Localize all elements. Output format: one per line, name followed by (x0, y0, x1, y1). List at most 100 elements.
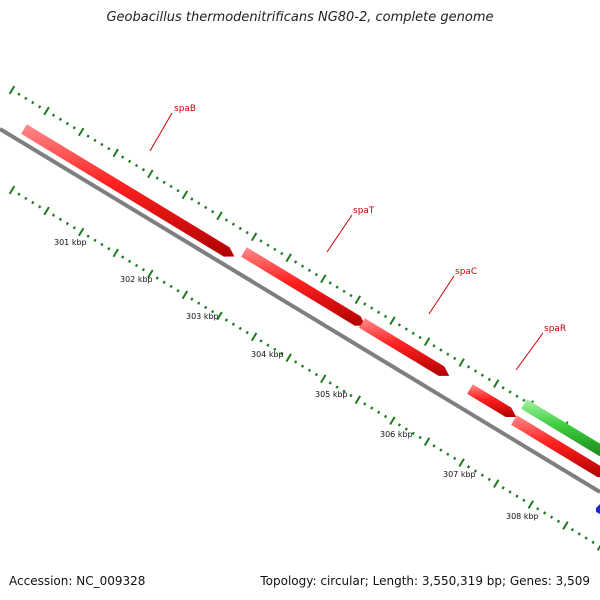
tick-mark-upper (77, 127, 85, 137)
tick-mark-lower (285, 353, 292, 363)
tick-mark-upper (72, 126, 76, 130)
tick-mark-lower (549, 515, 554, 519)
leader-line-spat (326, 214, 353, 253)
tick-mark-lower (72, 226, 76, 230)
tick-mark-lower (107, 247, 111, 251)
tick-mark-lower (31, 200, 35, 205)
tick-mark-lower (77, 227, 85, 237)
tick-mark-upper (363, 302, 367, 306)
tick-mark-lower (273, 347, 277, 352)
tick-mark-lower (501, 486, 505, 490)
tick-mark-lower (320, 374, 327, 384)
tick-mark-upper (210, 209, 215, 214)
tick-mark-lower (58, 217, 63, 222)
tick-mark-lower (134, 263, 139, 268)
tick-mark-lower (147, 269, 154, 279)
genome-backbone (0, 127, 600, 494)
tick-mark-upper (418, 335, 422, 340)
tick-mark-lower (204, 305, 208, 310)
tick-mark-upper (162, 180, 166, 184)
tick-mark-upper (307, 268, 312, 273)
tick-mark-upper (224, 218, 229, 222)
tick-mark-upper (328, 281, 332, 285)
gene-arrow-spar (467, 384, 517, 417)
tick-mark-upper (197, 201, 201, 205)
leader-line-spab (149, 112, 173, 152)
tick-mark-upper (250, 232, 258, 242)
scale-label: 301 kbp (54, 238, 87, 247)
tick-mark-lower (294, 360, 298, 364)
tick-mark-lower (446, 452, 450, 456)
gene-labels: spaB spaT spaC spaR (149, 104, 566, 371)
gene-arrow-spat (241, 247, 366, 326)
gene-arrow-green (521, 399, 600, 456)
tick-row-upper (8, 85, 600, 451)
tick-mark-lower (231, 322, 235, 326)
tick-mark-upper (238, 226, 242, 231)
tick-mark-lower (100, 242, 104, 247)
tick-mark-lower (536, 507, 540, 511)
tick-mark-upper (141, 168, 146, 172)
tick-mark-lower (473, 469, 478, 473)
tick-mark-lower (335, 385, 339, 389)
leader-line-spar (515, 332, 544, 371)
tick-mark-upper (446, 352, 450, 356)
tick-mark-upper (93, 138, 97, 143)
tick-mark-lower (418, 435, 422, 440)
tick-mark-upper (473, 369, 478, 373)
tick-mark-upper (501, 386, 505, 390)
tick-mark-lower (354, 395, 362, 405)
tick-mark-lower (363, 402, 367, 406)
scale-labels: 301 kbp 302 kbp 303 kbp 304 kbp 305 kbp 306 k… (54, 238, 539, 521)
tick-mark-upper (480, 373, 485, 377)
tick-mark-upper (58, 117, 63, 122)
tick-mark-upper (285, 253, 292, 263)
tick-mark-upper (169, 184, 173, 189)
gene-arrow-spab (21, 124, 235, 257)
tick-mark-upper (314, 272, 318, 277)
tick-mark-lower (458, 458, 465, 467)
scale-label: 306 kbp (380, 430, 413, 439)
tick-mark-upper (216, 211, 223, 221)
tick-mark-upper (204, 205, 208, 210)
scale-label: 302 kbp (120, 275, 153, 284)
tick-mark-lower (224, 318, 229, 322)
tick-mark-upper (411, 331, 415, 335)
scale-label: 304 kbp (251, 350, 284, 359)
tick-mark-upper (300, 264, 305, 268)
tick-mark-lower (314, 372, 318, 377)
tick-mark-lower (383, 414, 388, 419)
tick-mark-upper (266, 243, 270, 247)
tick-mark-upper (370, 306, 374, 310)
gene-label-spat: spaT (353, 206, 375, 216)
tick-mark-upper (389, 316, 396, 326)
tick-mark-upper (404, 327, 408, 331)
tick-mark-lower (404, 427, 408, 431)
tick-mark-lower (439, 448, 443, 452)
tick-mark-upper (515, 394, 519, 398)
tick-mark-upper (383, 314, 388, 319)
tick-mark-upper (377, 310, 381, 314)
tick-mark-lower (280, 351, 284, 356)
tick-mark-upper (439, 348, 443, 352)
feature-track (21, 124, 600, 514)
genome-summary-text: Topology: circular; Length: 3,550,319 bp… (260, 574, 590, 588)
tick-mark-lower (570, 528, 574, 532)
tick-mark-upper (38, 105, 42, 109)
tick-mark-lower (51, 213, 56, 217)
tick-mark-lower (162, 280, 166, 284)
tick-mark-lower (238, 326, 242, 331)
tick-mark-upper (335, 285, 339, 289)
tick-mark-upper (231, 222, 235, 226)
tick-mark-lower (112, 248, 119, 258)
tick-mark-lower (24, 196, 28, 201)
tick-mark-lower (543, 511, 547, 515)
tick-mark-lower (210, 309, 215, 314)
tick-mark-upper (121, 155, 125, 159)
tick-mark-lower (432, 444, 436, 448)
tick-mark-upper (127, 159, 132, 163)
tick-mark-lower (38, 205, 42, 209)
tick-mark-lower (197, 301, 201, 305)
tick-mark-lower (596, 544, 600, 551)
tick-mark-upper (147, 169, 154, 179)
